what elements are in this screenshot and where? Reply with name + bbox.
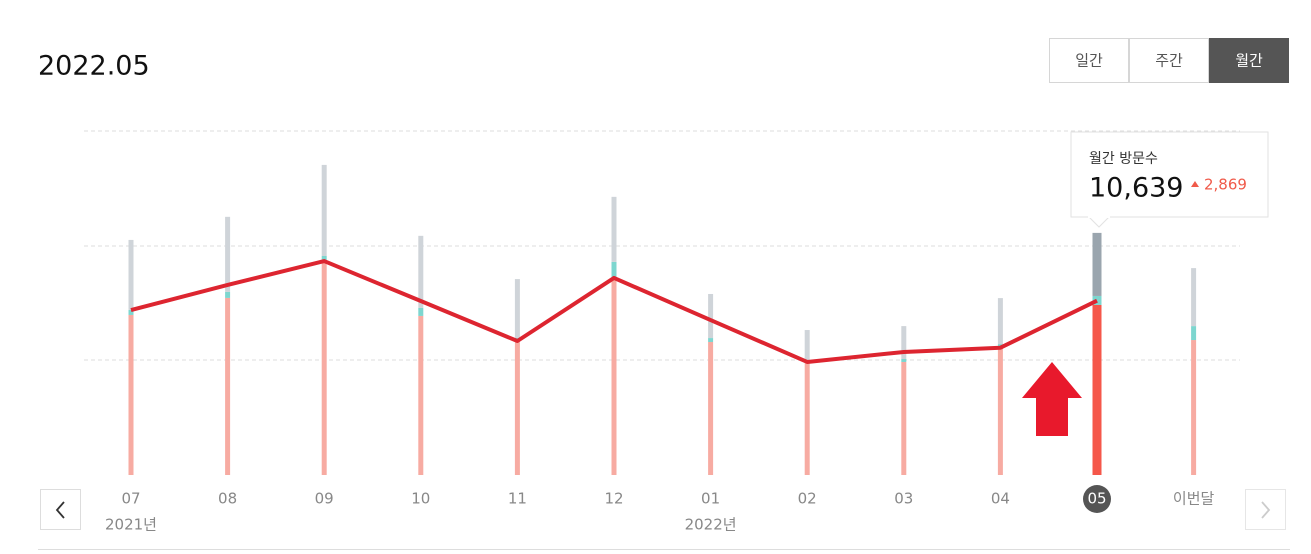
bar-segment (901, 326, 907, 360)
bar-segment (611, 276, 617, 475)
bar-segment (225, 297, 231, 475)
bar-segment (128, 314, 134, 475)
bar-segment (804, 361, 810, 475)
bar-segment (1092, 232, 1102, 296)
next-icon (1261, 501, 1271, 519)
tooltip-title: 월간 방문수 (1089, 151, 1158, 167)
bar-segment (225, 291, 231, 298)
tab-label[interactable]: 일간 (1075, 52, 1103, 70)
bar-segment (901, 361, 907, 475)
bar-segment (997, 347, 1003, 475)
bar-segment (418, 307, 424, 316)
bar-segment (1092, 304, 1102, 475)
up-icon (1191, 181, 1199, 187)
bar-segment (1191, 326, 1197, 341)
bar-segment (321, 255, 327, 263)
tooltip-change: 2,869 (1204, 176, 1247, 194)
visits-line (130, 259, 1098, 364)
bar-segment (1191, 340, 1197, 475)
x-tick-label: 02 (798, 490, 817, 508)
tab[interactable] (1129, 38, 1209, 83)
bar-segment (128, 239, 134, 310)
x-tick-label: 이번달 (1173, 490, 1215, 508)
bar-segment (128, 309, 134, 315)
year-label: 2021년 (105, 516, 157, 534)
prev-icon (55, 501, 65, 519)
bar-segment (708, 293, 714, 339)
bar-segment (708, 341, 714, 475)
bar-segment (901, 359, 907, 362)
next-button[interactable] (1245, 489, 1286, 530)
period-tabs: 일간 주간 월간 (1049, 38, 1289, 83)
tooltip-pointer-mask (1088, 214, 1110, 218)
x-tick-label: 11 (508, 490, 527, 508)
x-tick-label: 03 (894, 490, 913, 508)
x-tick-label: 01 (701, 490, 720, 508)
selected-marker (1083, 485, 1111, 513)
x-tick-label: 10 (411, 490, 430, 508)
x-tick-label: 09 (315, 490, 334, 508)
tooltip-value: 10,639 (1089, 173, 1183, 204)
tooltip: 월간 방문수 10,639 2,869 (1070, 131, 1269, 228)
bar-segment (321, 262, 327, 475)
bar-segment (708, 338, 714, 342)
prev-button[interactable] (40, 489, 81, 530)
x-tick-label: 08 (218, 490, 237, 508)
bar-segment (321, 164, 327, 256)
bar-segment (804, 330, 810, 361)
tab-label[interactable]: 월간 (1235, 52, 1263, 70)
page-title: 2022.05 (38, 51, 150, 82)
x-tick-label: 05 (1087, 490, 1106, 508)
bar-segment (418, 235, 424, 308)
year-label: 2022년 (685, 516, 737, 534)
bar-segment (997, 298, 1003, 345)
x-tick-label: 12 (604, 490, 623, 508)
bar-segment (611, 196, 617, 262)
bar-segment (418, 315, 424, 475)
bar-segment (1191, 268, 1197, 327)
tooltip-pointer (1087, 216, 1111, 228)
bar-segment (514, 341, 520, 475)
bar-segment (225, 216, 231, 292)
x-tick-label: 07 (121, 490, 140, 508)
tooltip-box (1070, 131, 1269, 218)
prev-box[interactable] (40, 489, 81, 530)
plot: 07 08 09 10 11 12 01 02 03 04 05 이번달 2021년 2022년 (105, 164, 1215, 534)
bar-segment (611, 261, 617, 277)
tab-label[interactable]: 주간 (1155, 52, 1183, 70)
tab[interactable] (1049, 38, 1129, 83)
next-box[interactable] (1245, 489, 1286, 530)
bar-segment (514, 279, 520, 339)
tab[interactable] (1209, 38, 1289, 83)
arrow-annotation (1022, 362, 1082, 436)
bar-segment (1092, 295, 1102, 305)
x-tick-label: 04 (991, 490, 1010, 508)
